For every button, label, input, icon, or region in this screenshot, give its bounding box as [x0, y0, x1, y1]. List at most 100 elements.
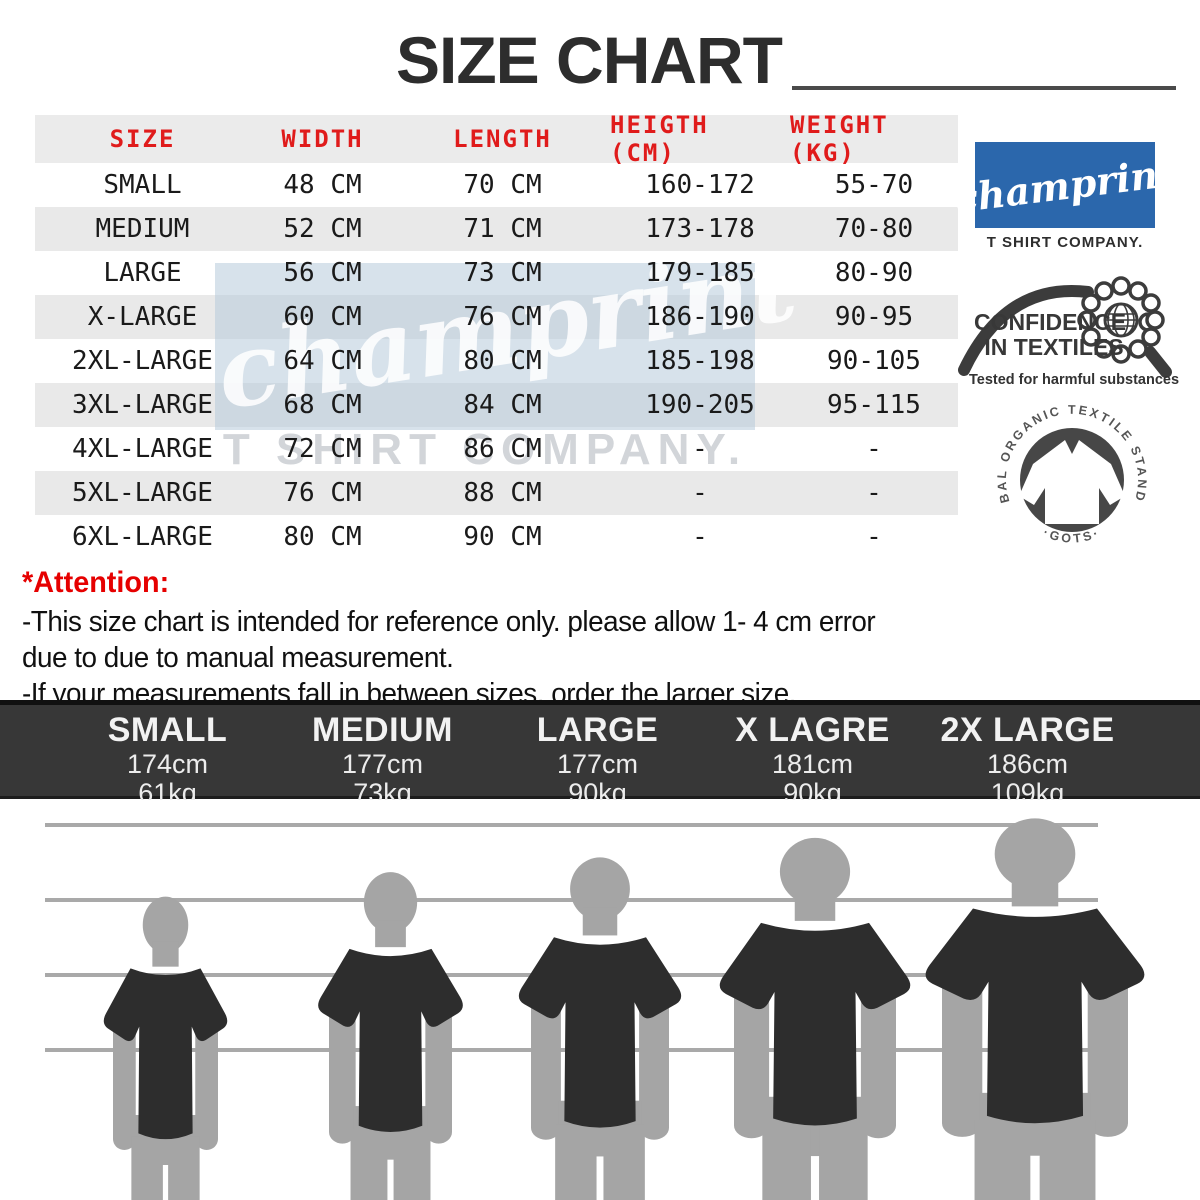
- banner-size-label: LARGE: [536, 711, 659, 749]
- banner-column-medium: MEDIUM 177cm 73kg: [275, 711, 490, 808]
- brand-logo-text: champrint: [952, 149, 1178, 221]
- confidence-badge-graphic: CONFIDENCE IN TEXTILES Tested for harmfu…: [958, 276, 1179, 388]
- gots-badge: GLOBAL ORGANIC TEXTILE STANDARD ·GOTS·: [979, 387, 1160, 566]
- size-table: SIZE WIDTH LENGTH HEIGTH (CM) WEIGHT (KG…: [35, 111, 958, 559]
- banner-height: 181cm: [771, 749, 854, 779]
- column-header: LENGTH: [453, 125, 552, 153]
- table-cell: 179-185: [645, 258, 755, 288]
- table-cell: SMALL: [103, 170, 182, 200]
- table-cell: LARGE: [103, 258, 182, 288]
- banner-size-label: MEDIUM: [312, 711, 453, 749]
- gots-badge-graphic: GLOBAL ORGANIC TEXTILE STANDARD ·GOTS·: [979, 387, 1147, 546]
- column-header: WEIGHT (KG): [790, 111, 889, 167]
- table-row: 6XL-LARGE 80 CM 90 CM - -: [35, 515, 958, 559]
- table-cell: 80-90: [834, 258, 914, 288]
- table-cell: 52 CM: [283, 214, 362, 244]
- table-cell: 190-205: [645, 390, 755, 420]
- table-cell: 80 CM: [283, 522, 362, 552]
- confidence-line2: IN TEXTILES: [984, 334, 1123, 360]
- silhouette-2xlarge: [880, 810, 1190, 1200]
- column-header: SIZE: [109, 125, 176, 153]
- confidence-line1: CONFIDENCE: [974, 309, 1126, 335]
- table-cell: 56 CM: [283, 258, 362, 288]
- table-cell: 3XL-LARGE: [72, 390, 213, 420]
- gots-bottom-text: ·GOTS·: [1041, 525, 1103, 546]
- confidence-caption: Tested for harmful substances: [969, 372, 1179, 388]
- table-cell: 60 CM: [283, 302, 362, 332]
- column-header: WIDTH: [281, 125, 364, 153]
- table-cell: 4XL-LARGE: [72, 434, 213, 464]
- banner-height: 177cm: [341, 749, 424, 779]
- table-row: 4XL-LARGE 72 CM 86 CM - -: [35, 427, 958, 471]
- table-cell: 70 CM: [463, 170, 542, 200]
- column-header: HEIGTH (CM): [610, 111, 709, 167]
- model-size-banner: SMALL 174cm 61kg MEDIUM 177cm 73kg LARGE…: [0, 700, 1200, 808]
- attention-line: due to due to manual measurement.: [22, 642, 454, 674]
- table-cell: 2XL-LARGE: [72, 346, 213, 376]
- lineup-line: [45, 898, 1098, 902]
- table-cell: 64 CM: [283, 346, 362, 376]
- watermark-company-text: T SHIRT COMPANY.: [222, 425, 748, 474]
- table-cell: 160-172: [645, 170, 755, 200]
- table-cell: 90-95: [834, 302, 914, 332]
- title-rule: [792, 86, 1176, 90]
- table-row: X-LARGE 60 CM 76 CM 186-190 90-95: [35, 295, 958, 339]
- table-row: MEDIUM 52 CM 71 CM 173-178 70-80: [35, 207, 958, 251]
- table-cell: 72 CM: [283, 434, 362, 464]
- banner-height: 177cm: [556, 749, 639, 779]
- table-cell: 71 CM: [463, 214, 542, 244]
- table-header-row: SIZE WIDTH LENGTH HEIGTH (CM) WEIGHT (KG…: [35, 111, 958, 167]
- table-row: LARGE 56 CM 73 CM 179-185 80-90: [35, 251, 958, 295]
- attention-note: *Attention: -This size chart is intended…: [22, 566, 1030, 712]
- table-cell: 5XL-LARGE: [72, 478, 213, 508]
- confidence-in-textiles-badge: CONFIDENCE IN TEXTILES Tested for harmfu…: [958, 270, 1192, 392]
- table-cell: 88 CM: [463, 478, 542, 508]
- table-cell: 185-198: [645, 346, 755, 376]
- watermark-panel: champrint: [209, 225, 804, 433]
- banner-column-xlarge: X LAGRE 181cm 90kg: [705, 711, 920, 808]
- banner-size-label: SMALL: [107, 711, 228, 749]
- banner-height: 174cm: [126, 749, 209, 779]
- table-cell: X-LARGE: [87, 302, 198, 332]
- table-cell: -: [866, 434, 882, 464]
- table-row: SMALL 48 CM 70 CM 160-172 55-70: [35, 163, 958, 207]
- page-title: SIZE CHART: [396, 23, 783, 97]
- table-cell: -: [866, 522, 882, 552]
- table-cell: 90-105: [827, 346, 921, 376]
- table-cell: 48 CM: [283, 170, 362, 200]
- silhouette-medium: [288, 865, 493, 1200]
- lineup-illustration: [0, 800, 1200, 1200]
- brand-logo-subtext: T SHIRT COMPANY.: [986, 234, 1144, 251]
- table-cell: 6XL-LARGE: [72, 522, 213, 552]
- brand-logo: champrint: [952, 142, 1178, 228]
- table-cell: 86 CM: [463, 434, 542, 464]
- table-cell: 55-70: [834, 170, 914, 200]
- table-cell: 76 CM: [463, 302, 542, 332]
- table-cell: 186-190: [645, 302, 755, 332]
- table-cell: 73 CM: [463, 258, 542, 288]
- banner-column-small: SMALL 174cm 61kg: [60, 711, 275, 808]
- banner-column-large: LARGE 177cm 90kg: [490, 711, 705, 808]
- attention-line: -This size chart is intended for referen…: [22, 606, 876, 638]
- arc-tail-stroke: [1144, 346, 1172, 378]
- table-cell: -: [692, 522, 708, 552]
- table-cell: 80 CM: [463, 346, 542, 376]
- table-cell: 70-80: [834, 214, 914, 244]
- table-cell: 84 CM: [463, 390, 542, 420]
- table-cell: -: [866, 478, 882, 508]
- lineup-line: [45, 823, 1098, 827]
- table-cell: -: [692, 478, 708, 508]
- table-cell: 95-115: [827, 390, 921, 420]
- banner-size-label: 2X LARGE: [940, 711, 1115, 749]
- arc-stroke: [958, 285, 1094, 376]
- table-cell: 68 CM: [283, 390, 362, 420]
- table-cell: MEDIUM: [95, 214, 190, 244]
- banner-size-label: X LAGRE: [735, 711, 890, 749]
- table-row: 5XL-LARGE 76 CM 88 CM - -: [35, 471, 958, 515]
- banner-height: 186cm: [986, 749, 1069, 779]
- banner-column-2xlarge: 2X LARGE 186cm 109kg: [920, 711, 1135, 808]
- table-row: 2XL-LARGE 64 CM 80 CM 185-198 90-105: [35, 339, 958, 383]
- silhouette-small: [78, 890, 253, 1200]
- table-cell: 76 CM: [283, 478, 362, 508]
